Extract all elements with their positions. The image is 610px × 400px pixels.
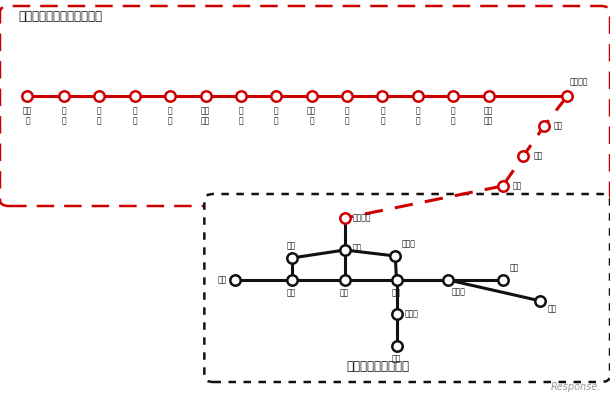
Text: 三原: 三原 [218, 276, 227, 284]
Text: 伯耆大山: 伯耆大山 [570, 77, 588, 86]
Text: 長船: 長船 [547, 305, 556, 314]
Text: 茶屋町: 茶屋町 [404, 310, 418, 318]
Text: 【松江・米子・伯備地区】: 【松江・米子・伯備地区】 [18, 10, 102, 23]
Text: 倉敷: 倉敷 [340, 289, 350, 298]
Text: 東松
江: 東松 江 [307, 106, 317, 125]
Text: 東岡山: 東岡山 [451, 287, 465, 296]
Text: 岡山: 岡山 [392, 289, 401, 298]
Text: Response.: Response. [550, 382, 601, 392]
Text: 荒
島: 荒 島 [380, 106, 385, 125]
Text: 出雲
市: 出雲 市 [23, 106, 32, 125]
Text: 乃
木: 乃 木 [239, 106, 243, 125]
Text: 法界院: 法界院 [401, 240, 415, 249]
Text: 【岡山・福山地区】: 【岡山・福山地区】 [346, 360, 410, 373]
Text: 米
待: 米 待 [168, 106, 173, 125]
Text: 和気: 和気 [509, 264, 518, 273]
Text: 神辺: 神辺 [287, 241, 296, 250]
Text: 東山
公園: 東山 公園 [484, 106, 493, 125]
Text: 米
子: 米 子 [451, 106, 456, 125]
Text: 宍
道: 宍 道 [132, 106, 137, 125]
Text: 備中高梁: 備中高梁 [353, 214, 371, 222]
Text: 生山: 生山 [533, 152, 542, 160]
Text: 松
江: 松 江 [274, 106, 279, 125]
Text: 新見: 新見 [512, 182, 522, 190]
Text: 揖
屋: 揖 屋 [345, 106, 350, 125]
Text: 玉造
温泉: 玉造 温泉 [201, 106, 210, 125]
FancyBboxPatch shape [204, 194, 610, 382]
Text: 児島: 児島 [392, 355, 401, 364]
Text: 直
江: 直 江 [62, 106, 66, 125]
Text: 根雨: 根雨 [554, 122, 563, 130]
Text: 総社: 総社 [353, 244, 362, 252]
Text: 福山: 福山 [287, 289, 296, 298]
Text: 安
来: 安 来 [415, 106, 420, 125]
Text: 荘
原: 荘 原 [97, 106, 102, 125]
